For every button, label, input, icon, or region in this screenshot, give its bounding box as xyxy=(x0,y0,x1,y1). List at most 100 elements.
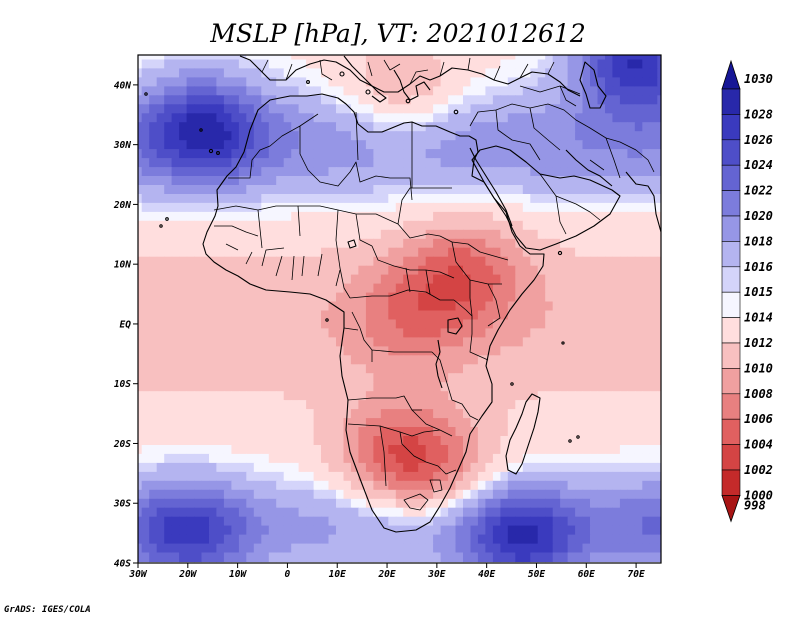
pressure-cell xyxy=(328,95,337,105)
pressure-cell xyxy=(448,543,457,554)
pressure-cell xyxy=(537,220,546,231)
pressure-cell xyxy=(515,113,524,123)
pressure-cell xyxy=(261,534,270,545)
pressure-cell xyxy=(283,525,292,536)
pressure-cell xyxy=(141,256,150,267)
pressure-cell xyxy=(261,525,270,536)
pressure-cell xyxy=(179,113,188,123)
pressure-cell xyxy=(500,149,509,159)
pressure-cell xyxy=(313,480,322,491)
pressure-cell xyxy=(515,319,524,330)
pressure-cell xyxy=(515,104,524,114)
pressure-cell xyxy=(433,516,442,527)
pressure-cell xyxy=(418,77,427,87)
pressure-cell xyxy=(560,507,569,518)
pressure-cell xyxy=(642,498,651,509)
pressure-cell xyxy=(463,86,472,96)
pressure-cell xyxy=(500,507,509,518)
pressure-cell xyxy=(545,131,554,141)
pressure-cell xyxy=(388,238,397,249)
pressure-cell xyxy=(440,400,449,410)
pressure-cell xyxy=(313,373,322,383)
pressure-cell xyxy=(492,149,501,159)
pressure-cell xyxy=(605,229,614,240)
pressure-cell xyxy=(492,238,501,249)
pressure-cell xyxy=(388,256,397,267)
pressure-cell xyxy=(283,122,292,132)
pressure-cell xyxy=(575,436,584,446)
pressure-cell xyxy=(463,525,472,536)
pressure-cell xyxy=(642,238,651,249)
pressure-cell xyxy=(261,346,270,356)
pressure-cell xyxy=(179,453,188,464)
lat-tick-label: 40N xyxy=(114,80,131,91)
pressure-cell xyxy=(463,516,472,527)
pressure-cell xyxy=(605,328,614,338)
pressure-cell xyxy=(194,68,203,78)
pressure-cell xyxy=(470,373,479,383)
colorbar-swatch xyxy=(721,114,741,141)
pressure-cell xyxy=(298,95,307,105)
pressure-cell xyxy=(545,507,554,518)
pressure-cell xyxy=(283,292,292,303)
pressure-cell xyxy=(627,194,636,204)
pressure-cell xyxy=(500,552,509,563)
pressure-cell xyxy=(477,104,486,114)
pressure-cell xyxy=(418,445,427,455)
pressure-cell xyxy=(358,220,367,231)
pressure-cell xyxy=(619,247,628,258)
pressure-cell xyxy=(149,471,158,482)
pressure-cell xyxy=(582,462,591,473)
pressure-cell xyxy=(440,534,449,545)
pressure-cell xyxy=(283,265,292,276)
pressure-cell xyxy=(612,498,621,509)
pressure-cell xyxy=(291,113,300,123)
pressure-cell xyxy=(455,445,464,455)
pressure-cell xyxy=(201,382,210,392)
pressure-cell xyxy=(164,256,173,267)
pressure-cell xyxy=(343,131,352,141)
pressure-cell xyxy=(649,382,658,392)
pressure-cell xyxy=(657,185,661,195)
pressure-cell xyxy=(373,283,382,294)
pressure-cell xyxy=(649,229,658,240)
pressure-cell xyxy=(141,391,150,401)
pressure-cell xyxy=(612,238,621,249)
pressure-cell xyxy=(343,445,352,455)
pressure-cell xyxy=(298,364,307,374)
pressure-cell xyxy=(657,471,661,482)
pressure-cell xyxy=(216,140,225,150)
southern-africa-borders xyxy=(347,395,457,511)
pressure-cell xyxy=(336,194,345,204)
pressure-cell xyxy=(395,122,404,132)
pressure-cell xyxy=(425,77,434,87)
pressure-cell xyxy=(619,534,628,545)
pressure-cell xyxy=(552,229,561,240)
pressure-cell xyxy=(642,158,651,168)
pressure-cell xyxy=(380,382,389,392)
pressure-cell xyxy=(395,319,404,330)
pressure-cell xyxy=(515,68,524,78)
pressure-cell xyxy=(433,534,442,545)
pressure-cell xyxy=(291,122,300,132)
pressure-cell xyxy=(358,355,367,365)
pressure-cell xyxy=(485,283,494,294)
pressure-cell xyxy=(336,122,345,132)
pressure-cell xyxy=(164,202,173,213)
pressure-cell xyxy=(560,436,569,446)
colorbar-level-label: 1014 xyxy=(744,311,773,325)
pressure-cell xyxy=(223,471,232,482)
pressure-cell xyxy=(365,525,374,536)
pressure-cell xyxy=(530,453,539,464)
pressure-cell xyxy=(530,131,539,141)
pressure-cell xyxy=(448,274,457,285)
pressure-cell xyxy=(246,86,255,96)
pressure-cell xyxy=(500,400,509,410)
pressure-cell xyxy=(268,382,277,392)
pressure-cell xyxy=(350,471,359,482)
pressure-cell xyxy=(238,247,247,258)
pressure-cell xyxy=(649,346,658,356)
pressure-cell xyxy=(365,256,374,267)
pressure-cell xyxy=(418,301,427,312)
pressure-cell xyxy=(238,238,247,249)
